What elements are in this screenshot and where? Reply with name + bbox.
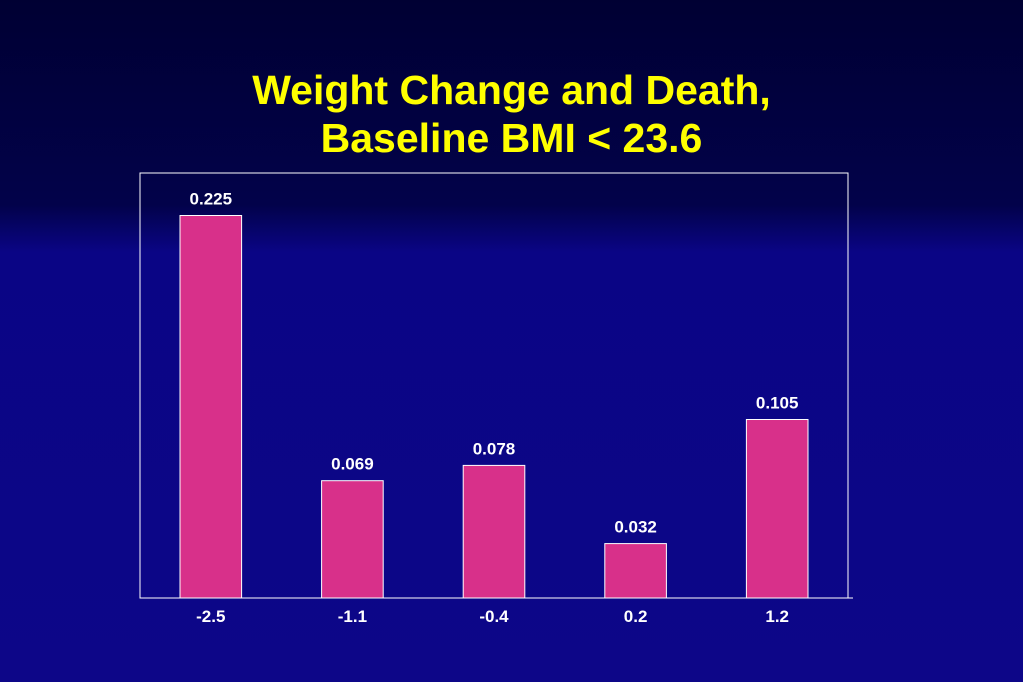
slide-title: Weight Change and Death, Baseline BMI < … bbox=[0, 66, 1023, 162]
x-tick-label: -1.1 bbox=[338, 607, 367, 626]
data-labels: 0.225 0.069 0.078 0.032 0.105 bbox=[190, 190, 799, 537]
bar bbox=[179, 215, 243, 599]
bar bbox=[604, 543, 667, 599]
x-tick-label: 0.2 bbox=[624, 607, 648, 626]
bar-series bbox=[179, 215, 809, 599]
slide-title-line-1: Weight Change and Death, bbox=[252, 67, 771, 113]
bar-value-label: 0.069 bbox=[331, 455, 374, 474]
x-tick-label: -0.4 bbox=[479, 607, 509, 626]
x-tick-label: -2.5 bbox=[196, 607, 225, 626]
bar bbox=[321, 480, 384, 599]
bar-value-label: 0.032 bbox=[614, 518, 657, 537]
bar-value-label: 0.225 bbox=[190, 190, 233, 209]
x-tick-label: 1.2 bbox=[765, 607, 789, 626]
bar bbox=[745, 419, 809, 599]
slide-title-line-2: Baseline BMI < 23.6 bbox=[320, 115, 703, 161]
x-axis-ticks: -2.5 -1.1 -0.4 0.2 1.2 bbox=[196, 607, 789, 626]
bar-value-label: 0.105 bbox=[756, 394, 799, 413]
bar-value-label: 0.078 bbox=[473, 439, 516, 458]
bar bbox=[462, 464, 526, 599]
